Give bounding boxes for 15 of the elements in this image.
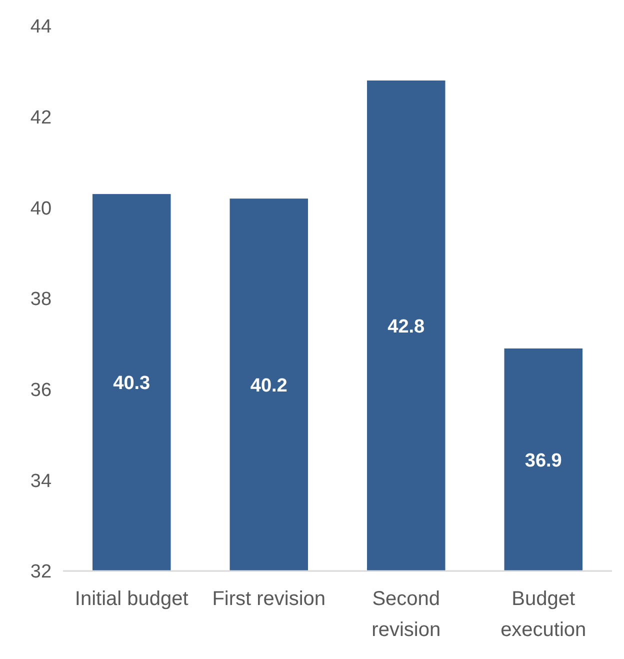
- x-tick-label: Second revision: [372, 588, 441, 641]
- y-tick-label: 42: [30, 107, 52, 128]
- x-tick-label: First revision: [212, 588, 326, 610]
- y-tick-label: 40: [30, 198, 52, 220]
- data-label: 40.2: [250, 375, 288, 396]
- data-label: 36.9: [524, 450, 562, 472]
- y-tick-label: 38: [30, 289, 52, 310]
- y-tick-label: 34: [30, 470, 52, 492]
- y-tick-label: 44: [30, 16, 52, 38]
- y-tick-label: 32: [30, 562, 52, 583]
- x-tick-label: Initial budget: [74, 588, 189, 610]
- x-tick-label: Budget execution: [500, 588, 586, 641]
- y-tick-label: 36: [30, 380, 52, 401]
- data-label: 40.3: [113, 373, 150, 394]
- data-label: 42.8: [388, 316, 425, 338]
